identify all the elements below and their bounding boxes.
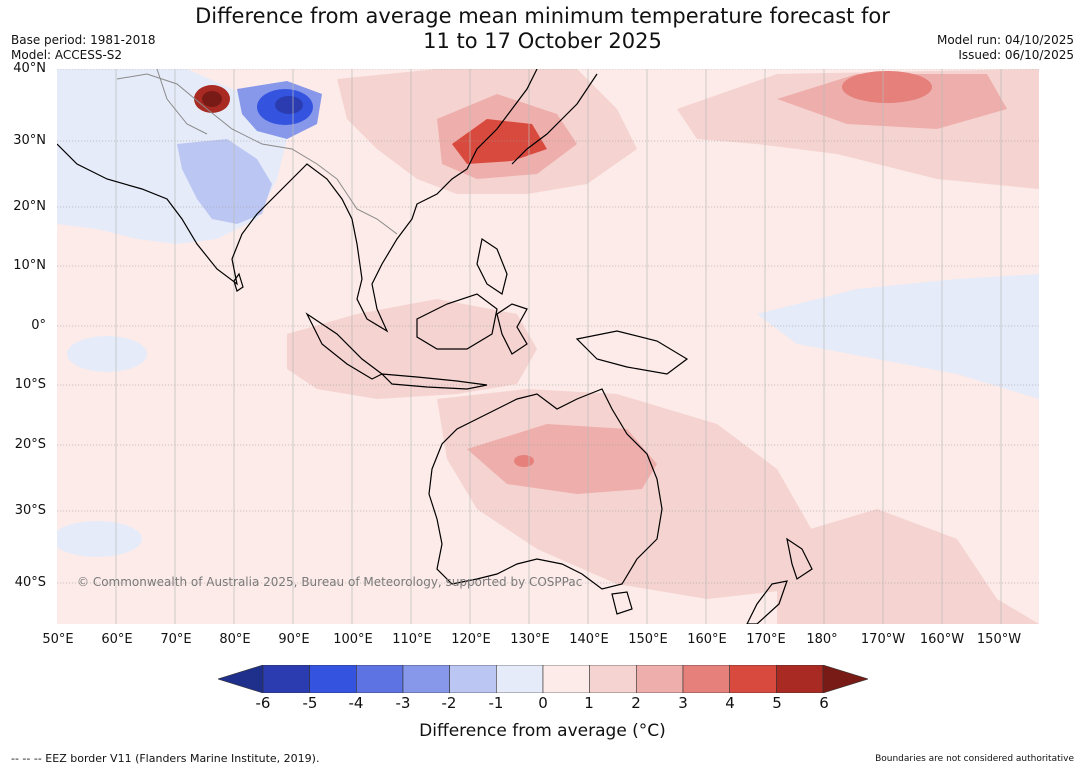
coastlines bbox=[57, 69, 813, 624]
coast-nz-south bbox=[746, 580, 788, 624]
colorbar-swatch bbox=[356, 665, 404, 693]
coast-philippines bbox=[476, 238, 508, 295]
map-title: Difference from average mean minimum tem… bbox=[0, 4, 1085, 54]
colorbar-tick: 3 bbox=[678, 694, 688, 712]
colorbar-tick: 0 bbox=[538, 694, 548, 712]
meridians bbox=[115, 69, 1002, 624]
lon-label: 50°E bbox=[42, 632, 74, 647]
colorbar-swatch bbox=[262, 665, 310, 693]
colorbar-tick: -2 bbox=[441, 694, 457, 712]
lon-label: 140°E bbox=[569, 632, 609, 647]
colorbar-swatch bbox=[218, 665, 264, 693]
cool-region-pacific bbox=[757, 274, 1039, 399]
lon-label: 180° bbox=[806, 632, 838, 647]
warm-mid-australia bbox=[467, 424, 657, 494]
colorbar-title: Difference from average (°C) bbox=[419, 721, 666, 741]
colorbar-swatch bbox=[542, 665, 590, 693]
lat-label: 20°N bbox=[13, 199, 46, 214]
lat-label: 30°N bbox=[13, 133, 46, 148]
colorbar-tick: -5 bbox=[302, 694, 318, 712]
colorbar-tick: -1 bbox=[488, 694, 504, 712]
cool-region-india bbox=[177, 139, 272, 224]
lon-label: 90°E bbox=[278, 632, 310, 647]
lon-label: 60°E bbox=[101, 632, 133, 647]
coast-australia bbox=[428, 388, 663, 590]
title-line-2: 11 to 17 October 2025 bbox=[423, 29, 662, 53]
colorbar-swatch bbox=[589, 665, 637, 693]
lat-label: 10°N bbox=[13, 258, 46, 273]
lon-label: 70°E bbox=[160, 632, 192, 647]
colorbar-tick: 4 bbox=[725, 694, 735, 712]
lat-label: 30°S bbox=[14, 503, 46, 518]
colorbar-tick: 2 bbox=[631, 694, 641, 712]
boundary-note: Boundaries are not considered authoritat… bbox=[875, 754, 1074, 764]
cool-patch-indian bbox=[67, 336, 147, 372]
coast-asia-west bbox=[57, 69, 538, 333]
colorbar-swatch bbox=[776, 665, 824, 693]
coast-sumatra bbox=[305, 312, 384, 380]
eez-note: -- -- -- EEZ border V11 (Flanders Marine… bbox=[11, 752, 320, 765]
colorbar-swatch bbox=[309, 665, 357, 693]
title-line-1: Difference from average mean minimum tem… bbox=[195, 4, 890, 28]
lon-label: 120°E bbox=[451, 632, 491, 647]
warm-core-northpacific bbox=[842, 71, 932, 103]
coast-borneo bbox=[416, 293, 498, 350]
colorbar-swatch bbox=[636, 665, 684, 693]
colorbar-tick: 1 bbox=[584, 694, 594, 712]
colorbar-tick: -3 bbox=[395, 694, 411, 712]
lon-label: 80°E bbox=[219, 632, 251, 647]
colorbar-tick: -6 bbox=[255, 694, 271, 712]
lon-label: 160°E bbox=[687, 632, 727, 647]
lat-label: 0° bbox=[31, 318, 46, 333]
warm-core-australia bbox=[514, 455, 534, 467]
coast-newguinea bbox=[575, 330, 689, 375]
lon-label: 160°W bbox=[919, 632, 965, 647]
model-run: Model run: 04/10/2025 bbox=[936, 33, 1074, 47]
lon-label: 170°E bbox=[746, 632, 786, 647]
base-period: Base period: 1981-2018 bbox=[11, 33, 156, 47]
colorbar-swatch bbox=[822, 665, 868, 693]
colorbar-swatch bbox=[729, 665, 777, 693]
colorbar-tick: 6 bbox=[819, 694, 829, 712]
cool-core-tibet-inner bbox=[275, 96, 303, 114]
lat-label: 20°S bbox=[14, 437, 46, 452]
country-borders bbox=[116, 69, 398, 235]
cool-patch-south bbox=[57, 521, 142, 557]
colorbar-swatch bbox=[496, 665, 544, 693]
colorbar-tick: -4 bbox=[348, 694, 364, 712]
coast-japan bbox=[511, 73, 598, 165]
lon-label: 110°E bbox=[392, 632, 432, 647]
lat-label: 10°S bbox=[14, 377, 46, 392]
coast-tasmania bbox=[611, 591, 633, 615]
warm-region-australia bbox=[437, 389, 817, 599]
run-info: Model run: 04/10/2025 Issued: 06/10/2025 bbox=[937, 33, 1074, 63]
colorbar-swatch bbox=[682, 665, 730, 693]
lon-label: 170°W bbox=[860, 632, 906, 647]
lon-label: 150°W bbox=[976, 632, 1022, 647]
copyright-notice: © Commonwealth of Australia 2025, Bureau… bbox=[77, 575, 583, 589]
coast-java bbox=[380, 373, 488, 390]
issued-date: Issued: 06/10/2025 bbox=[958, 48, 1074, 62]
warm-region-tasman bbox=[777, 509, 1039, 624]
lon-label: 150°E bbox=[628, 632, 668, 647]
colorbar-swatch bbox=[449, 665, 497, 693]
model-info: Base period: 1981-2018 Model: ACCESS-S2 bbox=[11, 33, 156, 63]
map-canvas bbox=[57, 69, 1039, 624]
colorbar-tick: 5 bbox=[772, 694, 782, 712]
lat-label: 40°S bbox=[14, 575, 46, 590]
lon-label: 130°E bbox=[510, 632, 550, 647]
model-name: Model: ACCESS-S2 bbox=[11, 48, 123, 62]
anomaly-map bbox=[57, 69, 1039, 624]
colorbar bbox=[218, 665, 868, 693]
cool-patch-pacific bbox=[885, 293, 909, 309]
warm-core-kashmir-inner bbox=[202, 91, 222, 107]
coast-srilanka bbox=[233, 272, 244, 292]
warm-region-indian bbox=[287, 299, 537, 399]
coast-nz-north bbox=[786, 537, 813, 580]
coast-sulawesi bbox=[496, 303, 528, 355]
lon-label: 100°E bbox=[333, 632, 373, 647]
colorbar-swatch bbox=[402, 665, 450, 693]
lat-label: 40°N bbox=[13, 61, 46, 76]
